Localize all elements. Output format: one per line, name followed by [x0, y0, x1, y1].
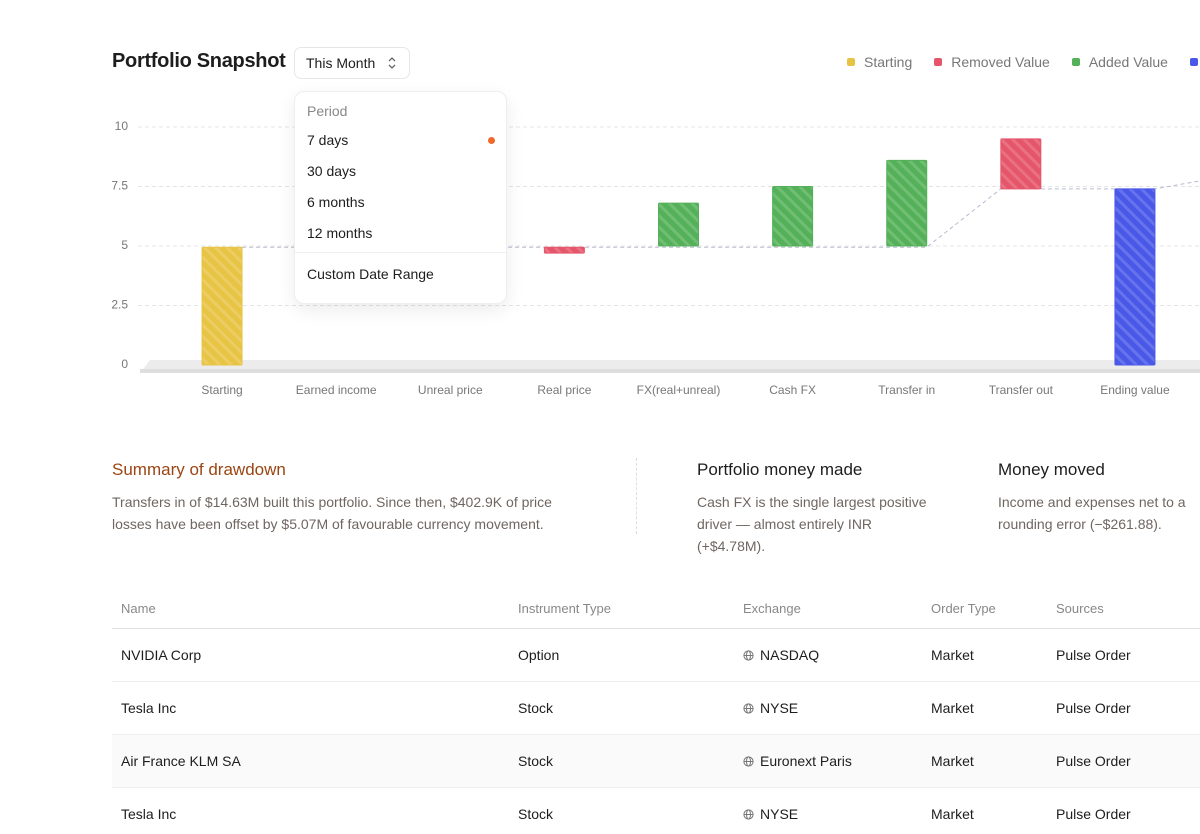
bar [886, 159, 928, 247]
column-header: Name [121, 601, 156, 616]
table-cell: Market [931, 753, 974, 769]
globe-icon [743, 650, 754, 661]
divider [636, 458, 637, 534]
bar [543, 246, 585, 254]
table-cell: NVIDIA Corp [121, 647, 202, 663]
y-tick-label: 2.5 [111, 298, 128, 312]
legend: Starting Removed Value Added Value Ending V… [847, 54, 1200, 70]
period-button[interactable]: This Month [294, 47, 411, 79]
chart-floor-edge [140, 369, 1200, 373]
summary-block: Portfolio money made Cash FX is the singl… [697, 460, 937, 557]
chart: 0 2.5 5 7.5 10 Starting Earned income Unreal pr… [111, 119, 1200, 397]
table-cell: NASDAQ [760, 647, 820, 663]
column-header: Order Type [931, 601, 996, 616]
menu-option[interactable]: 30 days [307, 163, 357, 179]
legend-swatch [847, 58, 855, 66]
legend-swatch [1189, 58, 1198, 66]
table-cell: Pulse Order [1056, 700, 1131, 716]
legend-swatch [1071, 58, 1080, 66]
x-tick-label: Cash FX [769, 383, 816, 397]
summary-block: Summary of drawdown Transfers in of $14.6… [112, 460, 572, 535]
table-cell: Market [931, 647, 974, 663]
y-tick-label: 7.5 [111, 179, 128, 193]
x-tick-label: Real price [537, 383, 591, 397]
y-tick-label: 10 [115, 119, 129, 133]
x-tick-label: FX(real+unreal) [637, 383, 721, 397]
legend-label: Removed Value [951, 54, 1050, 70]
y-tick-label: 0 [121, 357, 128, 371]
legend-item: Removed Value [934, 54, 1050, 70]
table-cell: Market [931, 806, 974, 822]
table-row[interactable]: NVIDIA Corp Option NASDAQ Market Pulse Order [112, 629, 1200, 682]
table-row[interactable]: Tesla Inc Stock NYSE Market Pulse Order [112, 682, 1200, 735]
table-header: Name Instrument Type Exchange Order Type Sou… [112, 590, 1200, 629]
table-row[interactable]: Tesla Inc Stock NYSE Market Pulse Order [112, 788, 1200, 834]
table-cell: Pulse Order [1056, 806, 1131, 822]
table-cell: Euronext Paris [760, 753, 852, 769]
table-cell: Pulse Order [1056, 647, 1131, 663]
bar [772, 186, 814, 247]
summary-text: Transfers in of $14.63M built this portf… [112, 494, 552, 532]
table-cell: Market [931, 700, 974, 716]
legend-item: Added Value [1071, 54, 1168, 70]
x-tick-label: Transfer out [989, 383, 1054, 397]
summary-title: Money moved [998, 460, 1105, 479]
menu-heading: Period [307, 103, 348, 119]
page-title: Portfolio Snapshot [112, 50, 286, 72]
period-button-label: This Month [306, 55, 376, 71]
legend-label: Starting [864, 54, 913, 70]
menu-option[interactable]: 7 days [307, 132, 495, 148]
x-tick-label: Ending value [1100, 383, 1170, 397]
x-tick-label: Unreal price [418, 383, 483, 397]
period-menu: Period Custom Date Range 7 days 30 days 6 … [294, 91, 507, 304]
selected-dot [488, 137, 495, 144]
table-cell: Stock [518, 753, 554, 769]
table-cell: Pulse Order [1056, 753, 1131, 769]
table-cell: Stock [518, 700, 554, 716]
globe-icon [743, 703, 754, 714]
menu-option[interactable]: 12 months [307, 225, 373, 241]
column-header: Sources [1056, 601, 1104, 616]
legend-item: Starting [847, 54, 912, 70]
legend-label: Added Value [1088, 54, 1168, 70]
x-tick-label: Starting [201, 383, 242, 397]
legend-item: Ending Value [1189, 54, 1200, 70]
table-cell: NYSE [760, 806, 799, 822]
table-cell: Air France KLM SA [121, 753, 241, 769]
orders-table: Name Instrument Type Exchange Order Type Sou… [112, 590, 1200, 834]
bar [1114, 188, 1156, 366]
table-cell: NYSE [760, 700, 799, 716]
summary-title: Summary of drawdown [112, 460, 286, 479]
x-tick-label: Transfer in [878, 383, 935, 397]
menu-option[interactable]: 6 months [307, 194, 365, 210]
bar [1000, 138, 1042, 190]
table-cell: Tesla Inc [121, 700, 177, 716]
y-tick-label: 5 [121, 238, 128, 252]
globe-icon [743, 756, 754, 767]
summary-text: Cash FX is the single largest positive d… [697, 494, 927, 554]
globe-icon [743, 809, 754, 820]
column-header: Instrument Type [518, 601, 611, 616]
summary-text: Income and expenses net to a rounding er… [998, 494, 1186, 532]
table-cell: Option [518, 647, 560, 663]
x-tick-label: Earned income [296, 383, 377, 397]
legend-swatch [934, 58, 943, 66]
menu-separator [295, 252, 506, 253]
summary-title: Portfolio money made [697, 460, 863, 479]
summary-block: Money moved Income and expenses net to a … [998, 460, 1200, 535]
bar [658, 202, 699, 247]
table-cell: Stock [518, 806, 554, 822]
menu-option[interactable]: Custom Date Range [307, 266, 434, 282]
bar [201, 246, 243, 366]
column-header: Exchange [743, 601, 801, 616]
table-row[interactable]: Air France KLM SA Stock Euronext Paris Mark… [112, 735, 1200, 788]
chevron-icon [388, 57, 396, 69]
table-cell: Tesla Inc [121, 806, 177, 822]
